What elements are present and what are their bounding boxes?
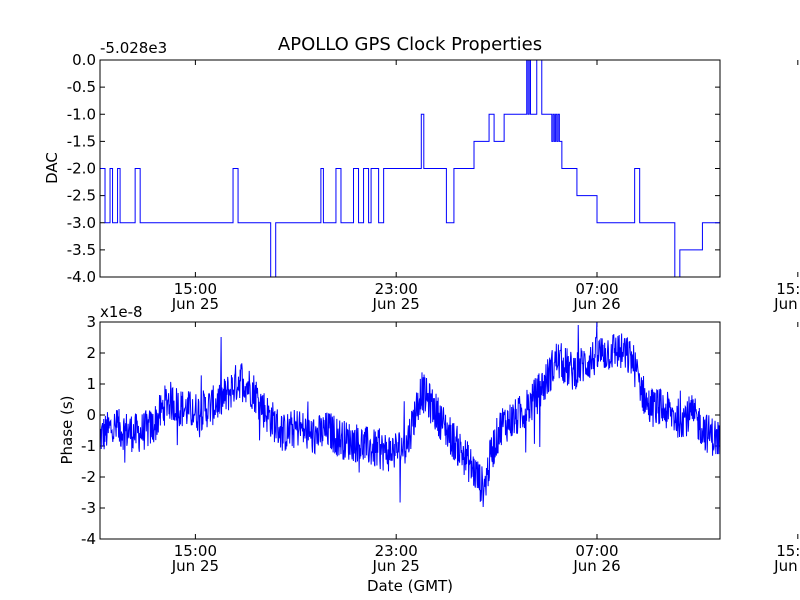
dac-x-tick-date: Jun 26: [773, 295, 800, 313]
dac-offset-label: -5.028e3: [100, 39, 167, 57]
phase-x-tick-date: Jun 25: [372, 557, 420, 575]
phase-y-tick-label: -2: [81, 468, 96, 486]
dac-y-tick-label: -2.5: [67, 187, 96, 205]
phase-x-tick-time: 15:00: [776, 542, 800, 560]
phase-y-tick-label: -4: [81, 530, 96, 548]
phase-y-tick-label: -1: [81, 437, 96, 455]
dac-y-tick-label: -3.0: [67, 214, 96, 232]
dac-y-tick-label: -0.5: [67, 78, 96, 96]
dac-ticks: 0.0 -0.5 -1.0 -1.5 -2.0 -2.5 -3.0 -3.5 -4.0 15:00…: [67, 51, 800, 313]
phase-x-tick-time: 23:00: [375, 542, 418, 560]
dac-y-axis-label: DAC: [43, 152, 61, 184]
phase-offset-label: x1e-8: [100, 303, 143, 321]
phase-y-tick-label: 1: [86, 375, 96, 393]
figure-title: APOLLO GPS Clock Properties: [278, 34, 542, 55]
dac-x-tick-date: Jun 25: [372, 295, 420, 313]
dac-y-tick-label: -3.5: [67, 241, 96, 259]
phase-x-tick-date: Jun 26: [572, 557, 620, 575]
phase-x-tick-date: Jun 25: [171, 557, 219, 575]
dac-y-tick-label: -2.0: [67, 160, 96, 178]
phase-y-tick-label: 0: [86, 406, 96, 424]
phase-series-line: [99, 321, 721, 507]
dac-x-tick-time: 15:00: [174, 280, 217, 298]
dac-series-line: [100, 59, 720, 278]
phase-x-axis-label: Date (GMT): [367, 577, 453, 595]
dac-y-tick-label: -1.0: [67, 105, 96, 123]
dac-y-tick-label: -4.0: [67, 268, 96, 286]
phase-plot-frame: [99, 321, 721, 540]
dac-x-tick-date: Jun 26: [572, 295, 620, 313]
phase-x-tick-date: Jun 26: [773, 557, 800, 575]
dac-y-tick-label: -1.5: [67, 132, 96, 150]
phase-y-tick-label: -3: [81, 499, 96, 517]
dac-x-tick-time: 23:00: [375, 280, 418, 298]
dac-x-tick-time: 15:00: [776, 280, 800, 298]
phase-y-tick-label: 2: [86, 344, 96, 362]
dac-x-tick-date: Jun 25: [171, 295, 219, 313]
dac-plot-frame: [99, 59, 721, 278]
phase-x-tick-time: 07:00: [575, 542, 618, 560]
phase-y-axis-label: Phase (s): [58, 395, 76, 464]
dac-panel: -5.028e3 DAC 0.0 -0.5 -1.0 -1.5 -2.0 -2.5 -3.0…: [43, 39, 800, 313]
dac-x-tick-time: 07:00: [575, 280, 618, 298]
phase-y-tick-label: 3: [86, 313, 96, 331]
phase-x-tick-time: 15:00: [174, 542, 217, 560]
dac-y-tick-label: 0.0: [72, 51, 96, 69]
